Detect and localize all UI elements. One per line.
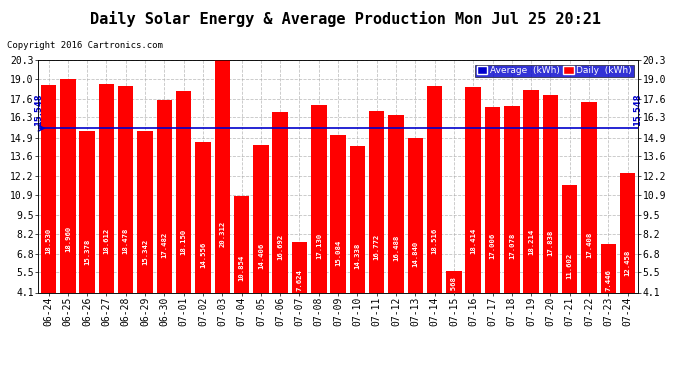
Text: 15.548: 15.548 [633,93,642,126]
Text: 17.408: 17.408 [586,232,592,258]
Text: 14.556: 14.556 [200,242,206,268]
Bar [620,172,635,292]
Text: 16.772: 16.772 [374,234,380,260]
Bar [369,111,384,292]
Text: 17.838: 17.838 [547,230,553,256]
Bar [273,112,288,292]
Text: 18.214: 18.214 [528,229,534,255]
Bar [118,86,133,292]
Text: 16.692: 16.692 [277,234,283,261]
Text: 14.338: 14.338 [355,243,360,269]
Bar [99,84,114,292]
Bar [543,95,558,292]
Bar [292,242,307,292]
Bar [581,102,597,292]
Text: 15.548: 15.548 [34,93,43,126]
Text: 11.602: 11.602 [566,252,573,279]
Bar [388,115,404,292]
Text: 18.960: 18.960 [65,226,71,252]
Bar [600,244,616,292]
Bar [311,105,326,292]
Text: 18.414: 18.414 [470,228,476,254]
Text: 17.078: 17.078 [509,233,515,259]
Text: 17.482: 17.482 [161,231,168,258]
Text: 17.006: 17.006 [489,233,495,260]
Text: Daily Solar Energy & Average Production Mon Jul 25 20:21: Daily Solar Energy & Average Production … [90,11,600,27]
Text: 15.084: 15.084 [335,240,341,266]
Text: 18.150: 18.150 [181,229,187,255]
Text: 15.378: 15.378 [84,239,90,265]
Text: 12.458: 12.458 [624,249,631,276]
Bar [195,142,210,292]
Bar [504,106,520,292]
Bar [176,91,191,292]
Bar [41,86,57,292]
Bar [157,100,172,292]
Bar [60,79,76,292]
Bar [466,87,481,292]
Bar [446,272,462,292]
Text: 17.130: 17.130 [316,232,322,259]
Text: 16.488: 16.488 [393,235,399,261]
Text: 18.478: 18.478 [123,228,129,254]
Bar [408,138,423,292]
Text: 5.568: 5.568 [451,276,457,298]
Bar [350,146,365,292]
Text: 20.312: 20.312 [219,221,226,248]
Bar [524,90,539,292]
Legend: Average  (kWh), Daily  (kWh): Average (kWh), Daily (kWh) [475,64,633,77]
Bar [79,130,95,292]
Bar [562,185,578,292]
Text: 7.446: 7.446 [605,270,611,291]
Bar [331,135,346,292]
Text: 18.530: 18.530 [46,228,52,254]
Bar [234,196,249,292]
Text: 15.342: 15.342 [142,239,148,265]
Bar [427,86,442,292]
Text: 18.612: 18.612 [104,227,110,254]
Bar [215,60,230,292]
Text: 14.840: 14.840 [413,241,418,267]
Text: Copyright 2016 Cartronics.com: Copyright 2016 Cartronics.com [7,41,163,50]
Text: 7.624: 7.624 [297,269,302,291]
Bar [485,107,500,292]
Text: 18.516: 18.516 [432,228,437,254]
Text: 14.406: 14.406 [258,242,264,268]
Bar [253,145,268,292]
Bar [137,131,152,292]
Text: 10.854: 10.854 [239,255,244,281]
